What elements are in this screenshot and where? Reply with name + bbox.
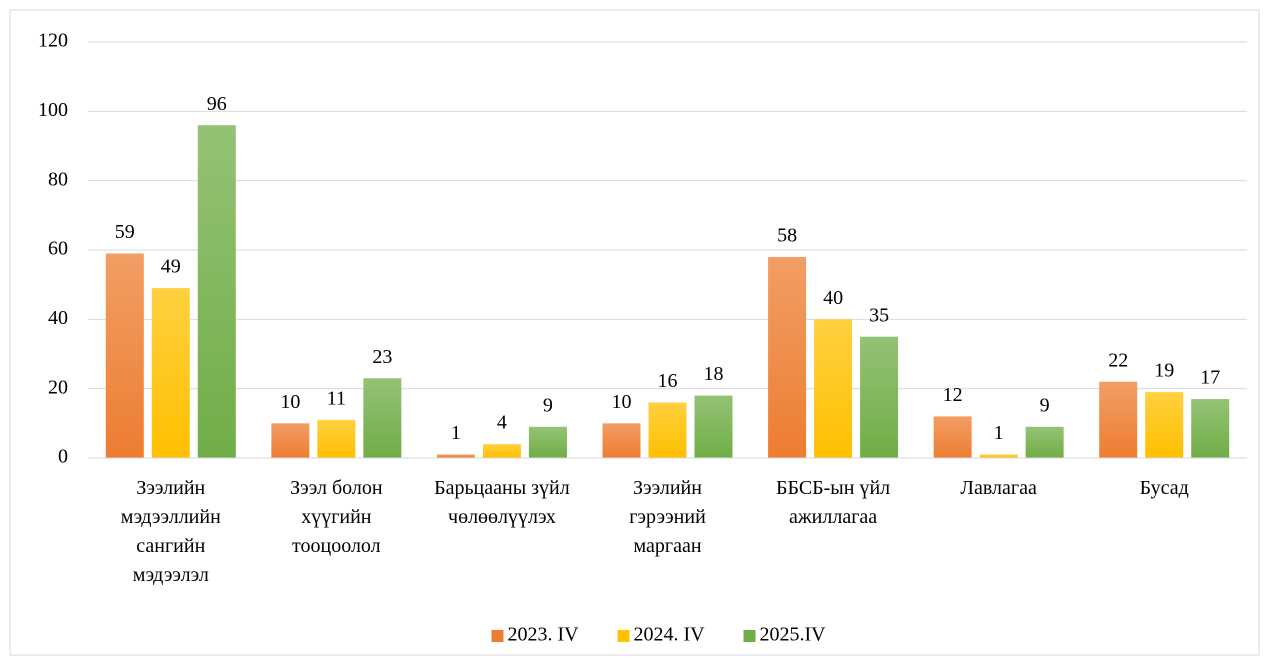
value-label: 17 — [1200, 367, 1220, 389]
y-tick-label: 100 — [38, 99, 68, 121]
bar — [271, 423, 310, 458]
bar — [979, 454, 1018, 458]
bar — [151, 288, 190, 458]
bar — [1099, 381, 1138, 458]
bar — [1191, 399, 1230, 458]
legend-swatch — [491, 630, 504, 642]
value-label: 23 — [372, 346, 392, 368]
value-label: 1 — [994, 422, 1004, 444]
y-tick-label: 0 — [58, 446, 68, 468]
x-tick-label: Барьцааны зүйл чөлөөлүүлэх — [434, 477, 570, 528]
bar — [482, 444, 521, 458]
bar — [105, 253, 144, 458]
y-tick-label: 60 — [48, 238, 68, 260]
value-label: 1 — [451, 422, 461, 444]
value-label: 35 — [869, 304, 889, 326]
y-tick-label: 80 — [48, 168, 68, 190]
bar — [694, 395, 733, 458]
bar — [197, 125, 236, 458]
value-label: 40 — [823, 287, 843, 309]
value-label: 9 — [1040, 394, 1050, 416]
value-label: 59 — [115, 221, 135, 243]
legend-label: 2025.IV — [760, 624, 827, 646]
bar — [814, 319, 853, 458]
value-label: 96 — [207, 93, 227, 115]
value-label: 58 — [777, 225, 797, 247]
value-label: 10 — [280, 391, 300, 413]
value-label: 4 — [497, 412, 507, 434]
y-tick-label: 40 — [48, 307, 68, 329]
x-tick-label: Зээлийн гэрээний маргаан — [629, 477, 706, 557]
bar — [648, 402, 687, 458]
legend-swatch — [617, 630, 630, 642]
y-tick-label: 120 — [38, 30, 68, 52]
bar — [1025, 426, 1064, 458]
legend-label: 2024. IV — [634, 624, 706, 646]
value-label: 12 — [943, 384, 963, 406]
bar — [436, 454, 475, 458]
bar — [317, 419, 356, 458]
bar — [528, 426, 567, 458]
bar — [602, 423, 641, 458]
legend-label: 2023. IV — [508, 624, 580, 646]
legend-swatch — [743, 630, 756, 642]
bar — [933, 416, 972, 458]
x-tick-label: Лавлагаа — [960, 477, 1037, 499]
bar — [363, 378, 402, 458]
bar — [768, 256, 807, 458]
x-tick-label: ББСБ-ын үйл ажиллагаа — [775, 477, 891, 528]
x-tick-label: Зээлийн мэдээллийн сангийн мэдээлэл — [120, 477, 221, 586]
bar — [860, 336, 899, 458]
x-tick-label: Зээл болон хүүгийн тооцоолол — [290, 477, 383, 557]
value-label: 16 — [658, 370, 678, 392]
value-label: 19 — [1154, 360, 1174, 382]
value-label: 49 — [161, 256, 181, 278]
value-label: 22 — [1108, 349, 1128, 371]
value-label: 10 — [612, 391, 632, 413]
value-label: 9 — [543, 394, 553, 416]
y-tick-label: 20 — [48, 376, 68, 398]
value-label: 11 — [327, 387, 346, 409]
value-label: 18 — [704, 363, 724, 385]
x-tick-label: Бусад — [1139, 477, 1189, 499]
bar — [1145, 392, 1184, 458]
